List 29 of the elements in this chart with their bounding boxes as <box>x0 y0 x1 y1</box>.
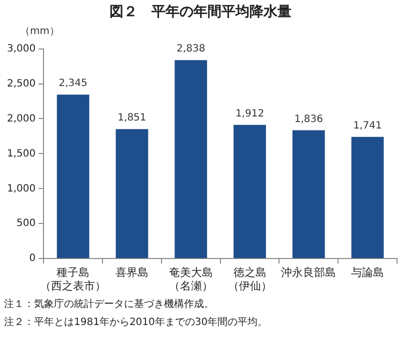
bar <box>56 94 90 258</box>
bar <box>351 136 384 258</box>
data-label: 1,741 <box>353 120 382 132</box>
text: 注１：気象庁の統計データに基づき機構作成。 <box>4 298 215 312</box>
chart-title: 図２ 平年の年間平均降水量 <box>110 4 292 20</box>
bar <box>292 130 325 258</box>
x-tick-label: 徳之島（伊仙） <box>228 266 272 292</box>
y-tick-label: 500 <box>16 218 36 230</box>
x-tick-label: 与論島 <box>351 266 384 280</box>
data-label: 1,851 <box>118 112 146 124</box>
y-axis-title: （mm） <box>20 25 60 38</box>
x-tick-label: 奄美大島（名瀬） <box>168 266 213 292</box>
y-tick-label: 1,500 <box>6 148 36 160</box>
y-tick-label: 1,000 <box>6 183 36 194</box>
bar <box>174 60 208 258</box>
data-label: 2,345 <box>58 78 88 90</box>
y-tick-label: 2,500 <box>6 78 36 90</box>
bar <box>234 124 266 258</box>
data-label: 2,838 <box>176 44 206 55</box>
y-tick-label: 2,000 <box>6 113 36 124</box>
text: 注２：平年とは1981年から2010年までの30年間の平均。 <box>4 316 268 330</box>
y-tick-label: 0 <box>29 253 36 264</box>
data-label: 1,836 <box>294 114 323 125</box>
x-tick-label: 喜界島 <box>115 266 148 280</box>
y-tick-label: 3,000 <box>6 43 36 54</box>
data-label: 1,912 <box>235 108 264 120</box>
x-tick-label: 沖永良部島 <box>281 266 336 280</box>
bar <box>116 129 148 258</box>
x-tick-label: 種子島（西之表市） <box>40 266 106 292</box>
